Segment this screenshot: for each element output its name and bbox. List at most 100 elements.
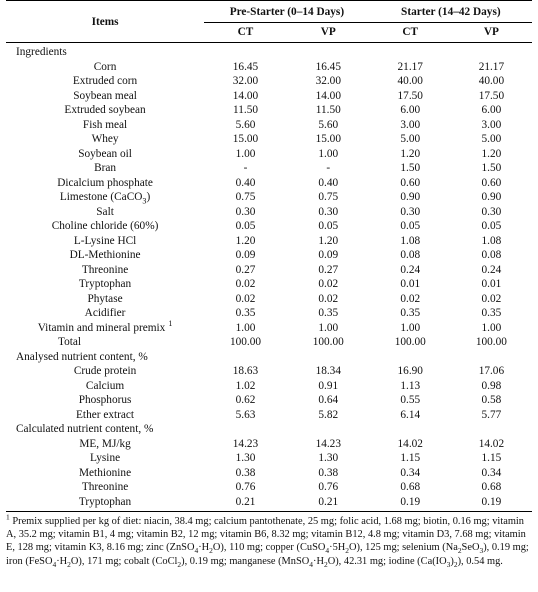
section-title: Calculated nutrient content, % [16,423,154,435]
value-cell: 0.75 [318,191,339,203]
row-label-text: L-Lysine HCl [73,234,137,247]
footnote-text: Premix supplied per kg of diet: niacin, … [6,516,526,554]
value-cell: 14.23 [315,437,341,450]
section-title: Analysed nutrient content, % [16,350,148,363]
value-cell: 32.00 [232,75,259,87]
value-cell: 40.00 [397,75,423,87]
table-row: Vitamin and mineral premix 1 1.00 1.00 1.00 1… [6,319,532,336]
value-cell: 0.01 [400,278,421,290]
row-label-text: Calcium [85,379,125,392]
table-body: Ingredients Corn 16.45 16.45 21.17 21.17 Extru… [6,43,532,512]
value-cell: 0.34 [400,466,421,479]
value-cell: 100.00 [312,336,344,348]
value-cell: 0.35 [481,307,502,319]
row-label: DL-Methionine [6,248,204,263]
value-cell: 5.00 [481,133,502,145]
value-cell: 0.40 [318,176,339,189]
footnote-subscript: 2 [457,546,462,556]
value-cell: 1.20 [235,234,256,247]
row-label-text: Soybean oil [78,147,132,160]
value-cell: 0.08 [481,249,502,261]
footnote-subscript: 3 [446,559,451,569]
value-cell: 0.01 [481,278,502,290]
value-cell: 17.50 [478,89,505,102]
value-cell: 14.23 [232,437,259,450]
row-label: Bran [6,161,204,176]
value-cell: 18.63 [232,365,259,377]
row-label: Tryptophan [6,277,204,292]
value-cell: 14.00 [232,89,259,102]
value-cell: 0.34 [481,466,502,479]
row-label-text: ) [146,191,151,203]
row-label: Calcium [6,379,204,394]
row-label: L-Lysine HCl [6,234,204,249]
value-cell: 0.62 [235,394,256,406]
table-row: Fish meal 5.60 5.60 3.00 3.00 [6,118,532,133]
footnote-subscript: 2 [345,546,350,556]
value-cell: - [326,162,331,174]
row-label: Extruded soybean [6,103,204,118]
row-label-text: DL-Methionine [69,249,141,261]
footnote-text: ·H [198,542,210,554]
row-label-text: Total [58,336,82,348]
value-cell: 1.00 [400,321,421,334]
value-cell: 0.02 [481,292,502,305]
items-header: Items [6,0,205,43]
value-cell: 1.50 [481,162,502,174]
footnote-text: ·H [313,555,324,567]
value-cell: 0.27 [235,263,256,276]
footnote-marker: 1 [6,512,10,522]
value-cell: 0.76 [318,481,339,493]
row-label: Fish meal [6,118,204,133]
value-cell: 3.00 [400,118,421,131]
row-label-text: Whey [91,133,119,145]
footnote-subscript: 2 [209,546,213,556]
row-label-text: Salt [96,205,114,218]
starter-vp-header: VP [450,22,532,43]
value-cell: 0.24 [481,263,502,276]
value-cell: 0.02 [318,278,339,290]
value-cell: 16.45 [232,60,259,73]
value-cell: 1.20 [318,234,339,247]
value-cell: 0.90 [481,191,502,203]
value-cell: 1.02 [235,379,256,392]
value-cell: 0.30 [318,205,339,218]
row-label: Dicalcium phosphate [6,176,204,191]
value-cell: 0.05 [235,220,256,232]
table-footnote: 1 Premix supplied per kg of diet: niacin… [6,512,532,569]
footnote-subscript: 3 [479,546,484,556]
value-cell: 0.64 [318,394,339,406]
value-cell: 6.00 [481,104,502,116]
row-label-text: Acidifier [84,307,126,319]
footnote-text: ), 0.19 mg; iron (FeSO [6,542,529,567]
row-label-text: Phosphorus [78,394,132,406]
value-cell: 0.30 [481,205,502,218]
row-label-text: Choline chloride (60%) [51,220,159,232]
value-cell: 0.60 [481,176,502,189]
value-cell: 1.08 [481,234,502,247]
table-row: Total 100.00 100.00 100.00 100.00 [6,335,532,350]
value-cell: 3.00 [481,118,502,131]
value-cell: 0.08 [400,249,421,261]
value-cell: 17.50 [397,89,423,102]
value-cell: 0.27 [318,263,339,276]
table-row: Crude protein 18.63 18.34 16.90 17.06 [6,364,532,379]
value-cell: 1.20 [400,147,421,160]
row-label: Methionine [6,466,204,481]
table-row: Ether extract 5.63 5.82 6.14 5.77 [6,408,532,423]
row-label: Whey [6,132,204,147]
row-label: Ether extract [6,408,204,423]
table-row: Soybean meal 14.00 14.00 17.50 17.50 [6,89,532,104]
table-row: Corn 16.45 16.45 21.17 21.17 [6,60,532,75]
footnote-text: ), 0.54 mg. [457,555,503,567]
row-label: Extruded corn [6,74,204,89]
row-label: Soybean meal [6,89,204,104]
row-label-text: Tryptophan [78,278,132,290]
row-label-text: Phytase [87,292,123,305]
row-label-text: Tryptophan [78,495,132,508]
value-cell: 1.08 [400,234,421,247]
row-label-text: ME, MJ/kg [79,437,131,450]
footnote-text: O), 171 mg; cobalt (CoCl [70,555,178,567]
row-label-text: Corn [93,60,117,73]
table-row: Salt 0.30 0.30 0.30 0.30 [6,205,532,220]
